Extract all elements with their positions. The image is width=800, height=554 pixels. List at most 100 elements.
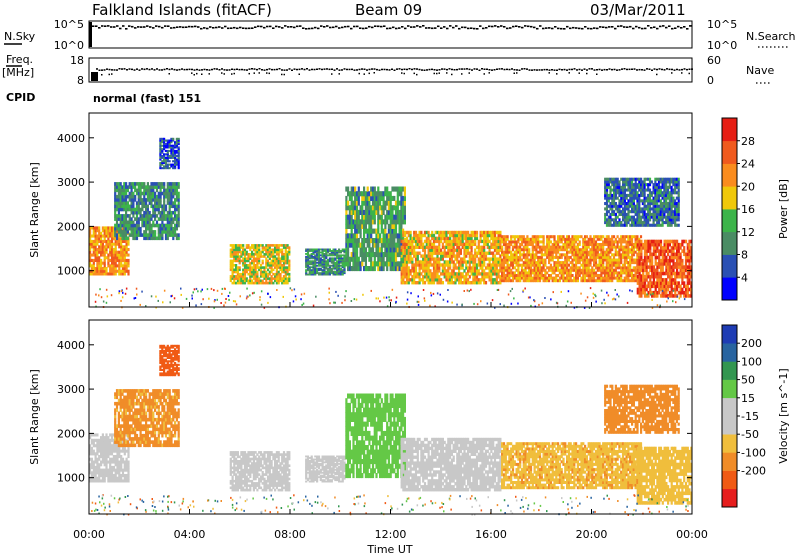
freq-mark (681, 68, 683, 71)
echo-cell (596, 266, 599, 270)
nsky-mark (608, 26, 611, 28)
echo-cell (573, 240, 576, 244)
echo-cell (549, 266, 552, 270)
echo-cell (125, 245, 128, 249)
echo-cell (589, 237, 592, 241)
echo-cell (134, 226, 137, 231)
echo-cell (135, 191, 139, 196)
echo-cell (564, 276, 567, 280)
echo-cell (402, 219, 405, 225)
echo-cell (272, 248, 275, 252)
echo-cell (159, 158, 162, 161)
echo-cell (470, 254, 473, 258)
echo-cell (166, 160, 169, 163)
echo-cell (361, 252, 364, 258)
echo-cell (515, 240, 518, 244)
echo-cell (117, 204, 120, 209)
echo-cell (159, 151, 162, 154)
echo-cell (366, 266, 369, 272)
echo-cell (513, 253, 516, 257)
echo-cell (492, 257, 495, 261)
echo-cell (528, 279, 531, 283)
echo-cell (400, 233, 403, 239)
echo-cell (352, 266, 355, 272)
echo-cell (616, 263, 619, 267)
echo-cell (306, 255, 310, 258)
echo-cell (270, 261, 273, 265)
nsky-mark (467, 27, 470, 30)
echo-cell (288, 246, 291, 249)
nsky-mark (146, 25, 149, 27)
echo-cell (555, 276, 558, 280)
echo-cell (479, 239, 482, 244)
echo-cell (458, 233, 461, 238)
echo-cell (627, 253, 630, 257)
nsky-mark (308, 27, 311, 30)
echo-cell (146, 194, 149, 199)
echo-cell (284, 277, 287, 280)
echo-cell (377, 233, 380, 239)
echo-cell (166, 220, 169, 225)
echo-cell (114, 272, 117, 276)
echo-cell (336, 266, 339, 269)
echo-cell (306, 266, 310, 269)
freq-mark (578, 68, 581, 71)
echo-cell (510, 243, 513, 246)
echo-cell (251, 270, 254, 274)
echo-cell (132, 204, 135, 209)
echo-cell (347, 266, 350, 272)
echo-cell (240, 259, 243, 263)
echo-cell (92, 258, 95, 262)
echo-cell (396, 247, 399, 253)
nsky-mark (305, 28, 308, 30)
echo-cell (394, 214, 398, 220)
echo-cell (449, 236, 452, 241)
echo-cell (594, 261, 598, 265)
echo-cell (352, 238, 355, 244)
echo-cell (400, 251, 403, 255)
echo-cell (643, 287, 647, 292)
echo-cell (400, 245, 403, 249)
echo-cell (504, 258, 507, 262)
echo-cell (526, 263, 529, 267)
echo-cell (98, 229, 101, 233)
echo-cell (632, 250, 635, 254)
echo-cell (134, 217, 137, 221)
echo-cell (247, 264, 250, 267)
echo-cell (119, 204, 122, 209)
echo-cell (334, 263, 337, 266)
echo-cell (456, 245, 459, 249)
echo-cell (522, 263, 525, 267)
echo-cell (627, 261, 630, 265)
echo-cell (121, 217, 124, 221)
echo-cell (569, 276, 572, 280)
echo-cell (407, 275, 410, 279)
echo-cell (398, 252, 401, 258)
freq-mark (98, 69, 101, 71)
echo-cell (339, 258, 342, 261)
echo-cell (566, 253, 569, 257)
echo-cell (603, 268, 607, 272)
echo-cell (110, 234, 114, 238)
echo-cell (403, 186, 406, 192)
echo-cell (481, 233, 484, 238)
freq-mark (516, 69, 518, 71)
echo-cell (645, 284, 648, 289)
echo-cell (640, 255, 643, 260)
echo-cell (502, 253, 506, 257)
echo-cell (407, 260, 410, 264)
freq-mark (593, 69, 596, 71)
echo-cell (495, 281, 498, 285)
echo-cell (438, 239, 441, 244)
echo-cell (517, 271, 520, 275)
freq-mark (666, 68, 668, 70)
echo-cell (486, 239, 489, 244)
echo-cell (145, 204, 148, 209)
echo-cell (120, 239, 123, 243)
echo-cell (440, 230, 443, 235)
echo-cell (508, 263, 511, 267)
echo-cell (334, 248, 337, 251)
nave-mark (433, 72, 435, 75)
echo-cell (94, 237, 97, 241)
freq-mark (676, 68, 678, 71)
